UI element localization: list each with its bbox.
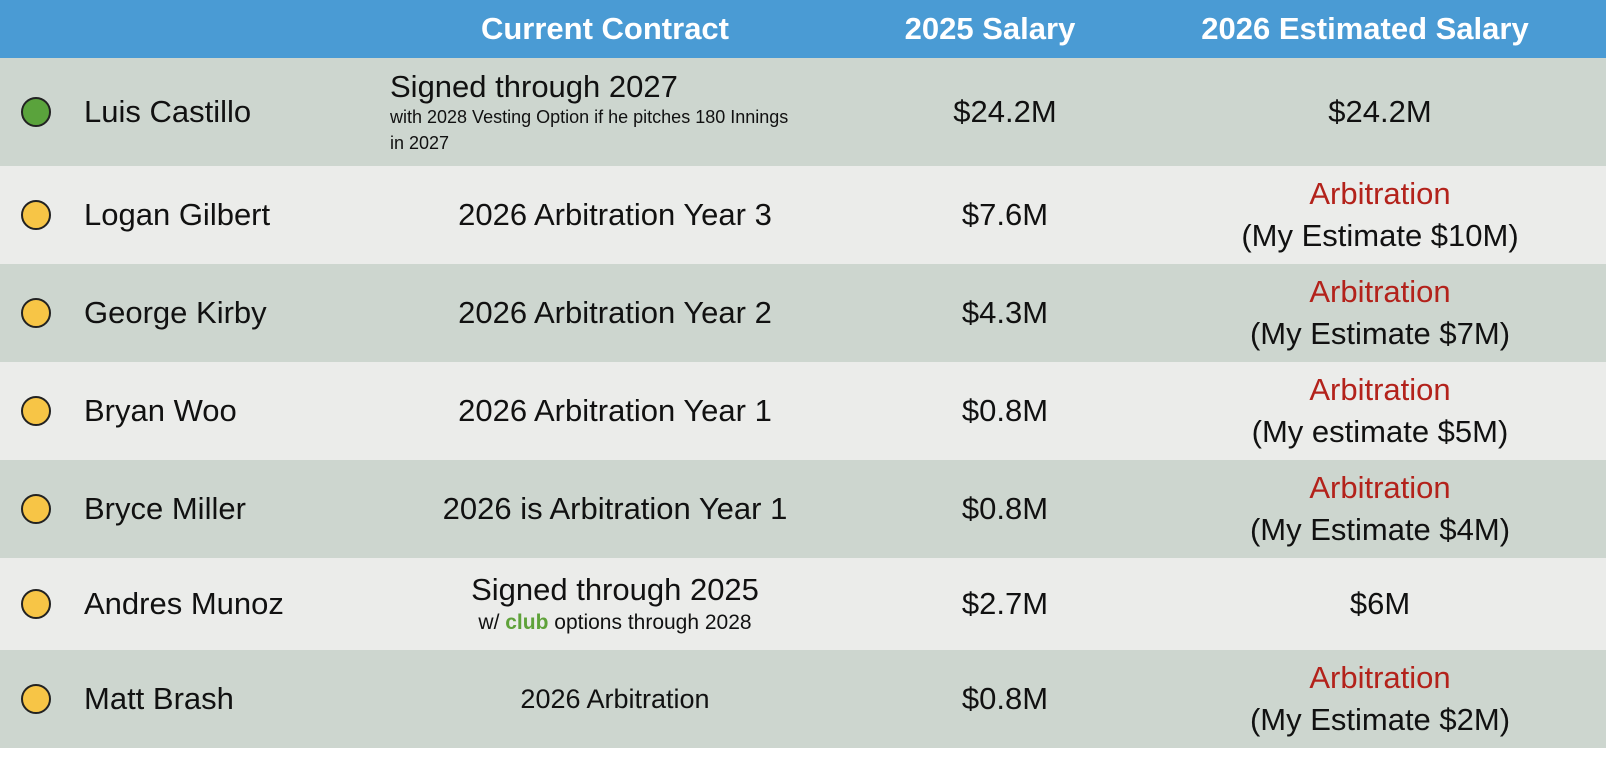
salary-2025: $2.7M (961, 586, 1049, 621)
estimate-value: (My Estimate $10M) (1241, 218, 1519, 253)
header-2025-salary: 2025 Salary (904, 11, 1076, 46)
contract-cell: 2026 Arbitration Year 2 (390, 264, 840, 362)
salary-2025: $7.6M (961, 197, 1049, 232)
salary-2026-estimate: Arbitration (My estimate $5M) (1160, 362, 1600, 460)
salary-2025: $0.8M (961, 681, 1049, 716)
status-dot-yellow (21, 589, 51, 619)
table-row: Bryce Miller 2026 is Arbitration Year 1 … (0, 460, 1606, 558)
contract-cell: Signed through 2025 w/ club options thro… (390, 558, 840, 650)
player-name: George Kirby (84, 295, 267, 330)
player-name: Luis Castillo (84, 94, 252, 129)
contract-main: 2026 Arbitration Year 1 (458, 393, 772, 429)
estimate-value: $6M (1349, 586, 1411, 622)
salary-2025: $4.3M (961, 295, 1049, 330)
player-name: Bryce Miller (84, 491, 246, 526)
contract-main: 2026 Arbitration Year 3 (458, 197, 772, 233)
contract-main: 2026 Arbitration (520, 683, 710, 714)
player-name: Andres Munoz (84, 586, 284, 621)
table-row: George Kirby 2026 Arbitration Year 2 $4.… (0, 264, 1606, 362)
table-row: Andres Munoz Signed through 2025 w/ club… (0, 558, 1606, 650)
estimate-value: (My Estimate $4M) (1249, 512, 1511, 547)
estimate-value: (My estimate $5M) (1251, 414, 1509, 449)
contract-note-club: club (505, 610, 549, 634)
status-dot-yellow (21, 396, 51, 426)
table-row: Luis Castillo Signed through 2027 with 2… (0, 58, 1606, 166)
status-dot-yellow (21, 684, 51, 714)
contract-cell: 2026 Arbitration (390, 650, 840, 748)
contract-cell: Signed through 2027 with 2028 Vesting Op… (390, 58, 840, 166)
contract-main: Signed through 2027 (390, 69, 678, 105)
status-dot-green (21, 97, 51, 127)
arbitration-label: Arbitration (1309, 470, 1451, 506)
contract-cell: 2026 Arbitration Year 1 (390, 362, 840, 460)
table-header: Current Contract 2025 Salary 2026 Estima… (0, 0, 1606, 58)
salary-2025: $24.2M (953, 94, 1057, 129)
arbitration-label: Arbitration (1309, 176, 1451, 212)
salary-2026-estimate: Arbitration (My Estimate $4M) (1160, 460, 1600, 558)
salary-2026-estimate: Arbitration (My Estimate $2M) (1160, 650, 1600, 748)
status-dot-yellow (21, 494, 51, 524)
player-name: Matt Brash (84, 681, 234, 716)
salary-2025: $0.8M (961, 491, 1049, 526)
arbitration-label: Arbitration (1309, 660, 1451, 696)
salary-2026-estimate: $6M (1160, 558, 1600, 650)
estimate-value: $24.2M (1328, 94, 1432, 130)
estimate-value: (My Estimate $7M) (1249, 316, 1511, 351)
salary-2026-estimate: $24.2M (1160, 58, 1600, 166)
contract-note-prefix: w/ (478, 610, 500, 634)
salary-2025: $0.8M (961, 393, 1049, 428)
status-dot-yellow (21, 200, 51, 230)
contract-main: 2026 Arbitration Year 2 (458, 295, 772, 331)
contract-cell: 2026 Arbitration Year 3 (390, 166, 840, 264)
table-row: Matt Brash 2026 Arbitration $0.8M Arbitr… (0, 650, 1606, 748)
salary-2026-estimate: Arbitration (My Estimate $7M) (1160, 264, 1600, 362)
header-current-contract: Current Contract (480, 11, 729, 46)
contract-note-suffix: options through 2028 (554, 610, 752, 634)
arbitration-label: Arbitration (1309, 274, 1451, 310)
status-dot-yellow (21, 298, 51, 328)
contract-note: w/ club options through 2028 (478, 608, 751, 637)
arbitration-label: Arbitration (1309, 372, 1451, 408)
header-2026-estimated-salary: 2026 Estimated Salary (1201, 11, 1529, 46)
player-name: Logan Gilbert (84, 197, 271, 232)
table-row: Bryan Woo 2026 Arbitration Year 1 $0.8M … (0, 362, 1606, 460)
player-name: Bryan Woo (84, 393, 237, 428)
contract-main: 2026 is Arbitration Year 1 (442, 491, 788, 527)
estimate-value: (My Estimate $2M) (1249, 702, 1511, 737)
salary-2026-estimate: Arbitration (My Estimate $10M) (1160, 166, 1600, 264)
table-row: Logan Gilbert 2026 Arbitration Year 3 $7… (0, 166, 1606, 264)
contract-cell: 2026 is Arbitration Year 1 (390, 460, 840, 558)
contract-main: Signed through 2025 (471, 571, 759, 607)
contract-note: with 2028 Vesting Option if he pitches 1… (390, 107, 789, 153)
